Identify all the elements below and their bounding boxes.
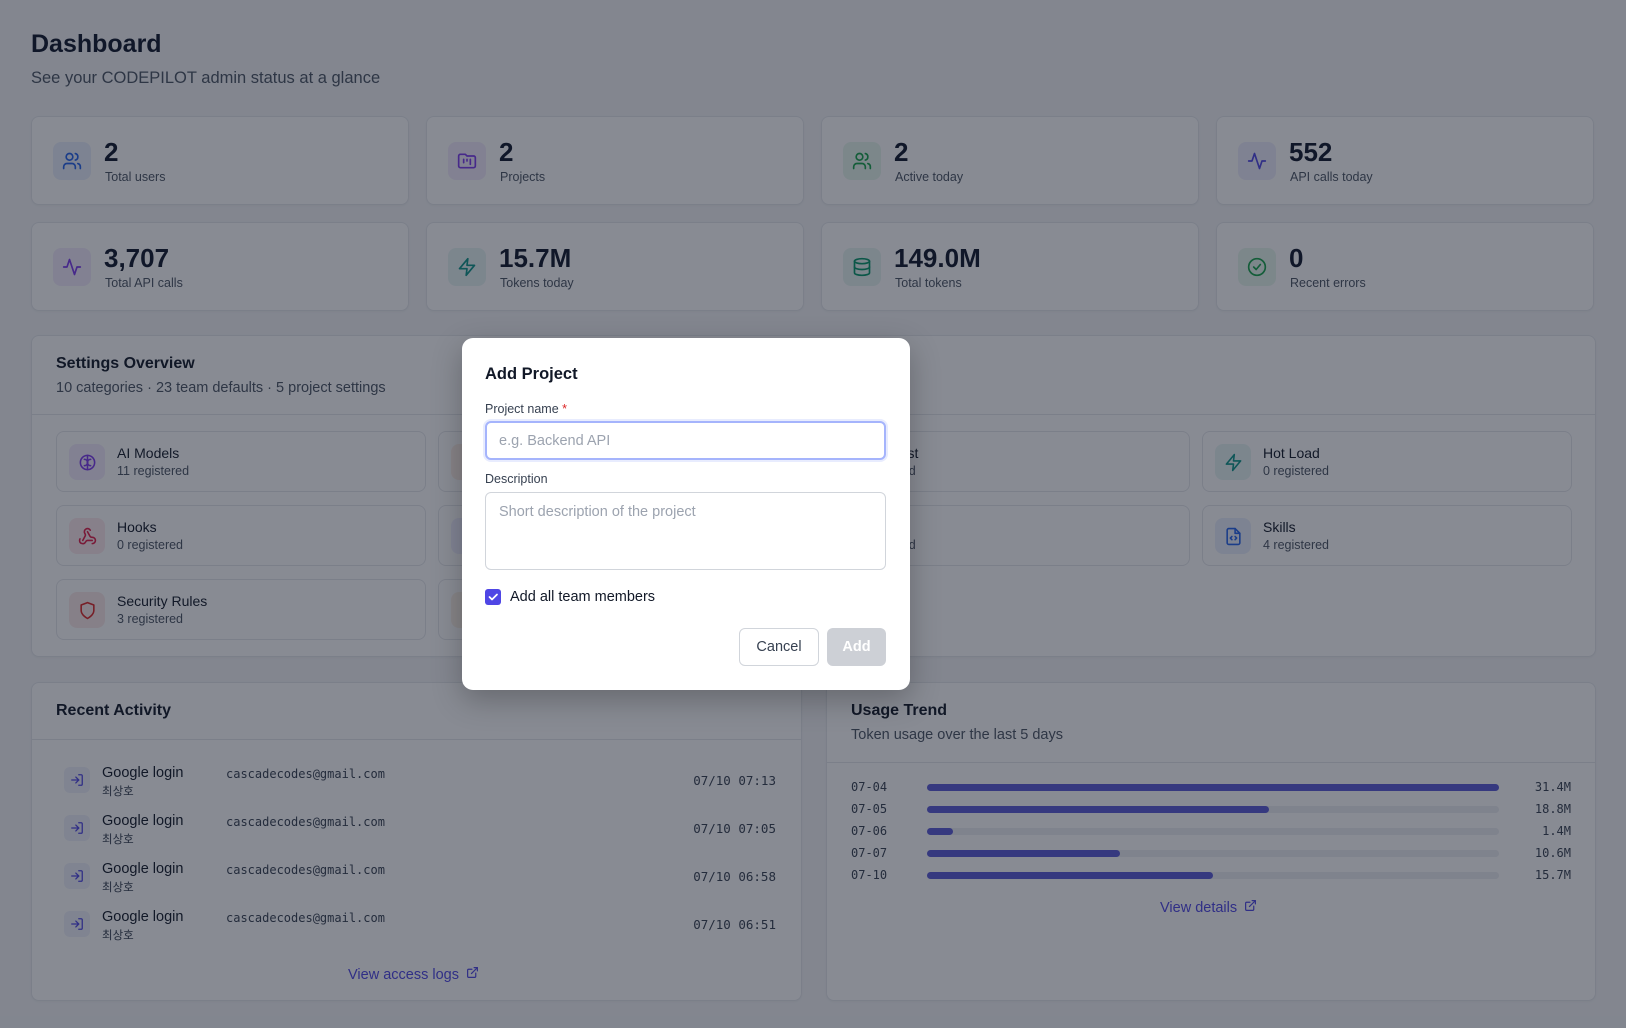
project-name-input[interactable] xyxy=(485,421,886,460)
cancel-button[interactable]: Cancel xyxy=(739,628,819,666)
project-name-label: Project name * xyxy=(485,402,567,416)
add-team-members-row[interactable]: Add all team members xyxy=(485,588,655,606)
add-button[interactable]: Add xyxy=(827,628,886,666)
description-label: Description xyxy=(485,472,548,486)
required-mark: * xyxy=(562,402,568,416)
check-icon xyxy=(488,593,498,601)
description-textarea[interactable] xyxy=(485,492,886,570)
add-project-dialog: Add Project Project name * Description A… xyxy=(462,338,910,690)
add-team-members-label: Add all team members xyxy=(510,589,656,605)
project-name-label-text: Project name xyxy=(485,402,559,416)
dialog-title: Add Project xyxy=(485,365,578,383)
add-team-members-checkbox[interactable] xyxy=(485,589,501,605)
